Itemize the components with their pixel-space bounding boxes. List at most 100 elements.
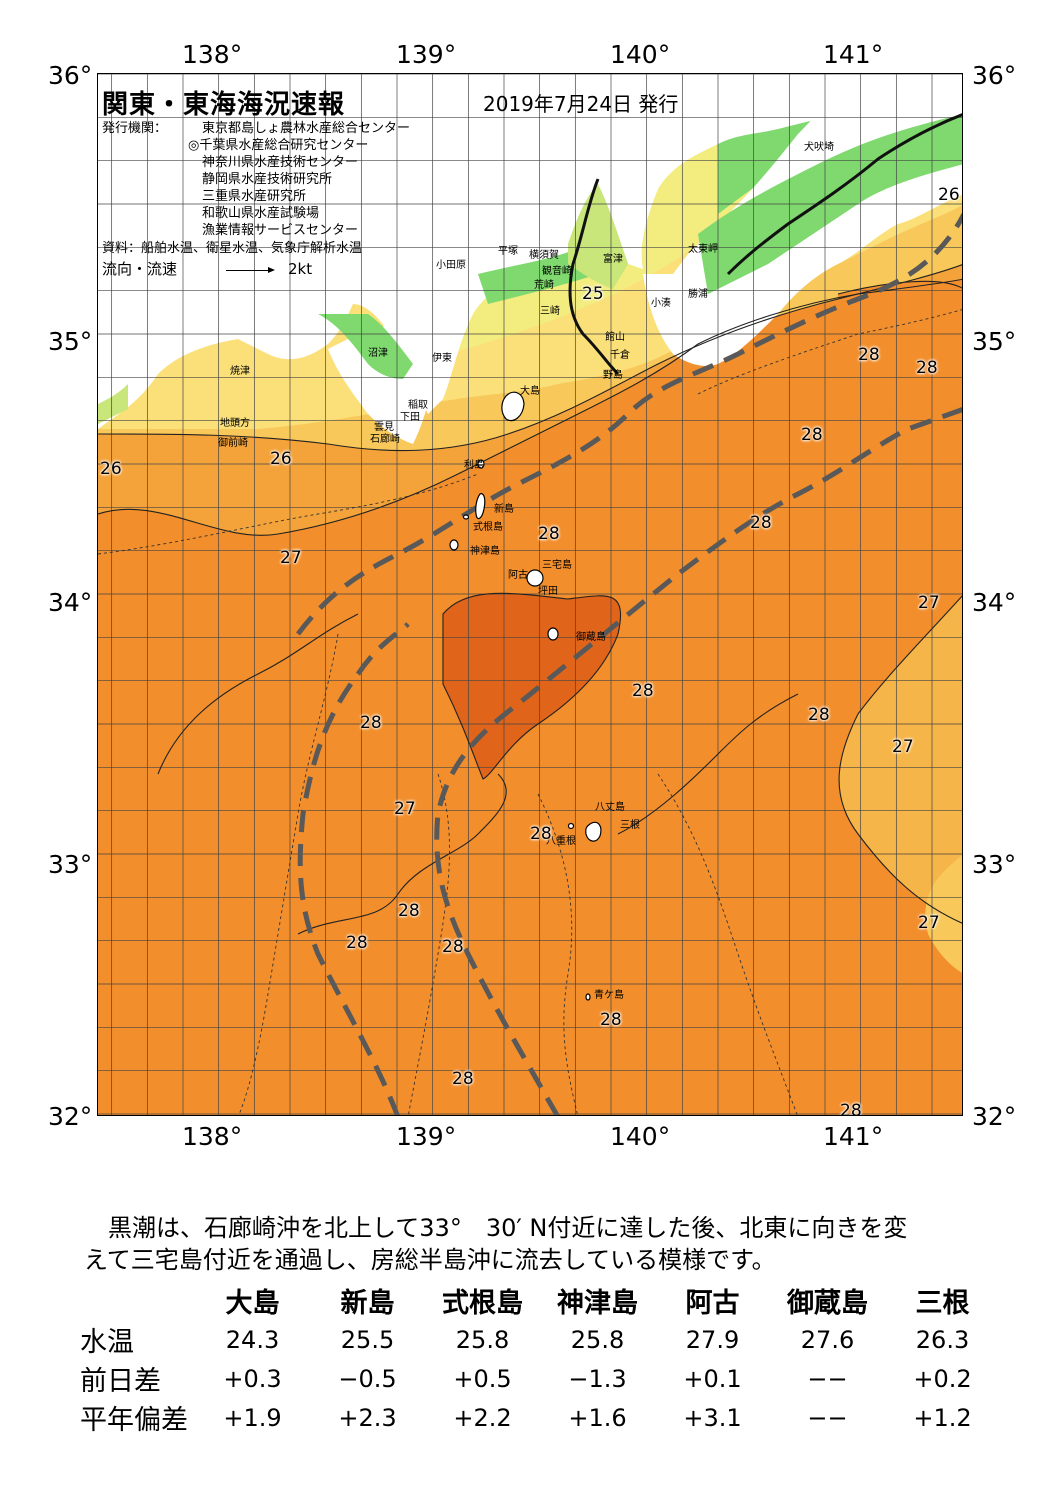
- table-cell: −−: [807, 1403, 848, 1432]
- place-label: 石廊崎: [370, 434, 400, 445]
- place-label: 焼津: [230, 366, 250, 377]
- col-niijima: 新島: [340, 1287, 395, 1319]
- table-cell: 27.6: [800, 1325, 855, 1354]
- place-label: 御前崎: [218, 438, 248, 449]
- table-row: 前日差 +0.3 −0.5 +0.5 −1.3 +0.1 −− +0.2: [66, 1359, 1000, 1398]
- kuroshio-north-edge: [296, 212, 962, 636]
- place-label: 観音崎: [542, 266, 572, 277]
- coast-green-izu: [318, 314, 413, 379]
- isotherm-label: 26: [270, 449, 292, 469]
- map-title: 関東・東海海況速報: [102, 90, 346, 120]
- summary-line-2: えて三宅島付近を通過し、房総半島沖に流去している模様です。: [84, 1246, 776, 1274]
- lat-right-36: 36°: [972, 61, 1017, 90]
- isotherm-label: 28: [600, 1010, 622, 1030]
- row-label: 前日差: [80, 1366, 161, 1397]
- issuer-3: 静岡県水産技術研究所: [202, 172, 333, 187]
- place-label: 八重根: [546, 836, 576, 847]
- issuer-1: ◎千葉県水産総合研究センター: [188, 138, 369, 153]
- isotherm-label: 28: [840, 1101, 862, 1116]
- table-row: 水温 24.3 25.5 25.8 25.8 27.9 27.6 26.3: [66, 1320, 1000, 1359]
- coast-green-omaezaki: [98, 384, 128, 424]
- place-label: 新島: [494, 504, 514, 515]
- graticule: [98, 74, 962, 1115]
- sea-28-northeast: [838, 281, 962, 412]
- table-cell: 24.3: [225, 1325, 280, 1354]
- place-label: 式根島: [473, 522, 503, 533]
- lat-right-35: 35°: [972, 327, 1017, 356]
- isotherm-label: 28: [538, 524, 560, 544]
- place-label: 下田: [400, 412, 420, 423]
- col-oshima: 大島: [225, 1287, 280, 1319]
- table-cell: +0.5: [453, 1364, 512, 1393]
- lon-top-140: 140°: [610, 40, 671, 69]
- lon-bottom-139: 139°: [396, 1122, 457, 1151]
- isotherm-label: 28: [916, 358, 938, 378]
- lon-bottom-140: 140°: [610, 1122, 671, 1151]
- sea-temperature-map: 関東・東海海況速報 2019年7月24日 発行 発行機関： 東京都島しょ農林水産…: [97, 73, 963, 1116]
- flow-legend-label: 流向・流速: [102, 260, 178, 278]
- table-row: 平年偏差 +1.9 +2.3 +2.2 +1.6 +3.1 −− +1.2: [66, 1398, 1000, 1437]
- place-label: 富津: [603, 254, 623, 265]
- place-label: 三根: [620, 820, 640, 831]
- table-cell: 25.8: [570, 1325, 625, 1354]
- col-mitsune: 三根: [915, 1287, 970, 1319]
- arrowhead-icon: [268, 267, 275, 273]
- bay-front-line: [568, 178, 620, 376]
- isotherm-label: 27: [394, 799, 416, 819]
- lat-left-36: 36°: [48, 61, 93, 90]
- isotherm-label: 28: [750, 513, 772, 533]
- table-cell: +1.9: [223, 1403, 282, 1432]
- col-ako: 阿古: [685, 1287, 740, 1319]
- issuer-6: 漁業情報サービスセンター: [202, 223, 359, 238]
- lon-top-141: 141°: [823, 40, 884, 69]
- isotherm-label: 28: [398, 901, 420, 921]
- lat-right-33: 33°: [972, 850, 1017, 879]
- place-label: 平塚: [498, 246, 518, 257]
- table-cell: +0.2: [913, 1364, 972, 1393]
- table-cell: +1.6: [568, 1403, 627, 1432]
- place-label: 青ケ島: [594, 990, 624, 1001]
- table-cell: −−: [807, 1364, 848, 1393]
- summary-line-1: 黒潮は、石廊崎沖を北上して33° 30′ N付近に達した後、北東に向きを変: [108, 1214, 908, 1242]
- kuroshio-axis-west: [297, 622, 410, 1115]
- lat-right-34: 34°: [972, 588, 1017, 617]
- place-label: 地頭方: [220, 418, 250, 429]
- isotherm-label: 28: [452, 1069, 474, 1089]
- land-north: [98, 74, 962, 429]
- summary-text: 黒潮は、石廊崎沖を北上して33° 30′ N付近に達した後、北東に向きを変 えて…: [84, 1212, 1004, 1276]
- isotherm-label: 28: [801, 425, 823, 445]
- kuroshio-axis-main: [434, 407, 962, 1115]
- row-label: 平年偏差: [80, 1405, 188, 1436]
- place-label: 三宅島: [542, 560, 572, 571]
- isotherm-label: 28: [442, 937, 464, 957]
- issuer-label: 発行機関：: [102, 121, 168, 136]
- map-svg: [98, 74, 962, 1115]
- place-label: 神津島: [470, 546, 500, 557]
- isotherm-label: 26: [938, 185, 960, 205]
- lon-bottom-138: 138°: [182, 1122, 243, 1151]
- table-corner: [66, 1280, 195, 1320]
- isotherm-label: 27: [918, 593, 940, 613]
- isotherm-label: 28: [360, 713, 382, 733]
- table-cell: 26.3: [915, 1325, 970, 1354]
- place-label: 小湊: [651, 298, 671, 309]
- table-cell: +0.3: [223, 1364, 282, 1393]
- sea-27-east: [839, 596, 962, 924]
- col-shikinejima: 式根島: [442, 1287, 523, 1319]
- issue-date: 2019年7月24日 発行: [483, 92, 679, 116]
- table-cell: +3.1: [683, 1403, 742, 1432]
- isotherm-label: 26: [100, 459, 122, 479]
- flow-scale-arrow: [226, 270, 272, 271]
- boso-front-line: [726, 113, 962, 276]
- island-temperature-table: 大島 新島 式根島 神津島 阿古 御蔵島 三根 水温 24.3 25.5 25.…: [66, 1280, 1000, 1437]
- place-label: 勝浦: [688, 289, 708, 300]
- table-cell: +2.3: [338, 1403, 397, 1432]
- table-header-row: 大島 新島 式根島 神津島 阿古 御蔵島 三根: [66, 1280, 1000, 1320]
- islands: [449, 391, 602, 1001]
- lon-top-138: 138°: [182, 40, 243, 69]
- place-label: 千倉: [610, 350, 630, 361]
- place-label: 館山: [605, 332, 625, 343]
- place-label: 雲見: [374, 422, 394, 433]
- table-cell: −1.3: [568, 1364, 627, 1393]
- place-label: 坪田: [538, 586, 558, 597]
